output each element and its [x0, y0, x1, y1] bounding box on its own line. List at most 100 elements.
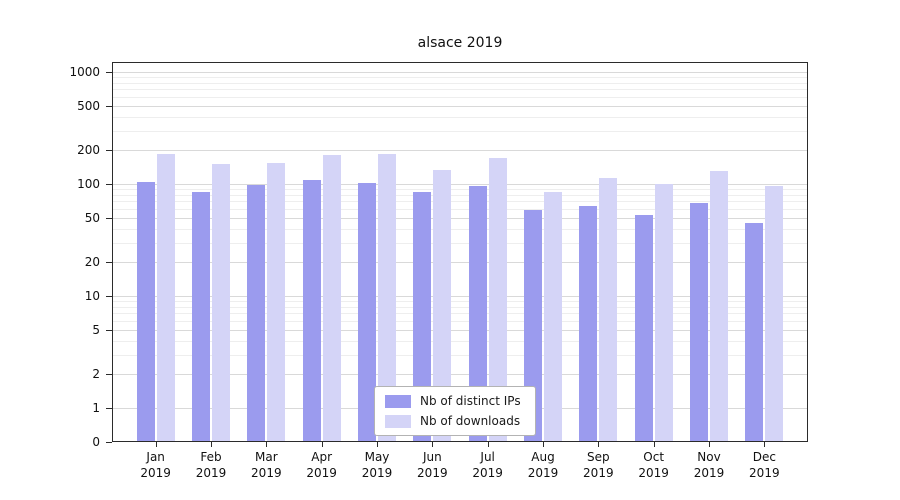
- x-tick-year: 2019: [693, 466, 725, 480]
- x-tick-label: Apr 2019: [290, 449, 354, 481]
- x-tick-label: Mar 2019: [234, 449, 298, 481]
- x-tick-year: 2019: [638, 466, 669, 480]
- x-tick-month: Sep: [587, 450, 610, 464]
- bar-distinct-ips: [413, 191, 432, 441]
- x-tick-month: Oct: [643, 450, 665, 464]
- x-tick-mark: [764, 442, 766, 447]
- bar-downloads: [544, 191, 562, 441]
- x-tick-label: Nov 2019: [677, 449, 741, 481]
- y-tick-label: 5: [92, 322, 100, 337]
- bar-distinct-ips: [745, 222, 764, 441]
- x-tick-label: Dec 2019: [732, 449, 796, 481]
- minor-gridline: [113, 301, 807, 303]
- bar-distinct-ips: [468, 185, 487, 441]
- y-tick-mark: [106, 442, 112, 443]
- legend-swatch-distinct-ips-icon: [385, 394, 411, 408]
- minor-gridline: [113, 340, 807, 342]
- x-tick-month: Jul: [480, 450, 495, 464]
- minor-gridline: [113, 354, 807, 356]
- legend-label-distinct-ips: Nb of distinct IPs: [420, 394, 521, 408]
- major-gridline: [113, 374, 807, 376]
- minor-gridline: [113, 242, 807, 244]
- minor-gridline: [113, 194, 807, 196]
- major-gridline: [113, 150, 807, 152]
- x-tick-month: Feb: [200, 450, 222, 464]
- x-tick-month: Aug: [531, 450, 555, 464]
- minor-gridline: [113, 208, 807, 210]
- x-tick-year: 2019: [251, 466, 282, 480]
- bar-distinct-ips: [634, 214, 653, 441]
- x-tick-month: May: [364, 450, 390, 464]
- x-tick-year: 2019: [472, 466, 503, 480]
- x-tick-label: Jun 2019: [400, 449, 464, 481]
- bar-downloads: [378, 154, 396, 441]
- y-tick-mark: [106, 184, 112, 185]
- x-tick-year: 2019: [195, 466, 227, 480]
- y-tick-mark: [106, 217, 112, 219]
- bar-downloads: [156, 154, 175, 441]
- x-tick-month: Jan: [146, 450, 165, 464]
- x-tick-month: Dec: [752, 450, 776, 464]
- legend-item-downloads: Nb of downloads: [385, 414, 521, 428]
- x-tick-label: Jan 2019: [124, 449, 188, 481]
- legend-item-distinct-ips: Nb of distinct IPs: [385, 394, 521, 408]
- x-tick-year: 2019: [361, 466, 393, 480]
- x-tick-mark: [155, 442, 157, 447]
- bar-downloads: [267, 163, 286, 441]
- y-tick-label: 20: [84, 255, 100, 270]
- y-tick-label: 0: [92, 435, 100, 449]
- x-tick-label: Aug 2019: [511, 449, 575, 481]
- major-gridline: [113, 262, 807, 264]
- y-tick-mark: [106, 105, 112, 107]
- major-gridline: [113, 184, 807, 185]
- minor-gridline: [113, 228, 807, 230]
- x-tick-mark: [377, 442, 378, 447]
- x-tick-label: Sep 2019: [566, 449, 630, 481]
- bar-downloads: [599, 178, 618, 441]
- minor-gridline: [113, 130, 807, 132]
- x-tick-month: Apr: [311, 450, 333, 464]
- x-tick-label: Jul 2019: [456, 449, 520, 481]
- y-tick-label: 500: [77, 98, 100, 113]
- major-gridline: [113, 296, 807, 297]
- legend-swatch-downloads-icon: [385, 414, 411, 428]
- bar-downloads: [710, 170, 728, 441]
- y-tick-mark: [106, 408, 112, 409]
- bar-distinct-ips: [192, 191, 210, 441]
- y-tick-label: 2: [92, 367, 100, 382]
- minor-gridline: [113, 320, 807, 322]
- y-tick-mark: [106, 374, 112, 376]
- y-tick-label: 200: [77, 143, 100, 158]
- y-tick-label: 10: [84, 289, 100, 303]
- x-tick-mark: [598, 442, 600, 447]
- minor-gridline: [113, 96, 807, 98]
- plot-area: [112, 62, 808, 442]
- bar-downloads: [765, 185, 784, 441]
- y-tick-mark: [106, 72, 112, 73]
- bar-distinct-ips: [302, 180, 321, 441]
- x-tick-mark: [653, 442, 655, 447]
- bar-distinct-ips: [358, 183, 376, 441]
- chart-title: alsace 2019: [417, 35, 503, 51]
- x-tick-year: 2019: [417, 466, 448, 480]
- bar-downloads: [212, 163, 230, 441]
- y-tick-label: 1: [92, 401, 100, 415]
- minor-gridline: [113, 201, 807, 203]
- minor-gridline: [113, 89, 807, 91]
- minor-gridline: [113, 306, 807, 308]
- x-tick-mark: [266, 442, 268, 447]
- x-tick-mark: [211, 442, 212, 447]
- minor-gridline: [113, 82, 807, 84]
- major-gridline: [113, 329, 807, 331]
- bar-distinct-ips: [524, 210, 542, 441]
- major-gridline: [113, 217, 807, 219]
- y-tick-mark: [106, 329, 112, 331]
- minor-gridline: [113, 313, 807, 315]
- x-tick-year: 2019: [583, 466, 614, 480]
- x-tick-mark: [321, 442, 323, 447]
- major-gridline: [113, 72, 807, 73]
- x-tick-year: 2019: [306, 466, 337, 480]
- bar-distinct-ips: [247, 185, 266, 441]
- y-tick-mark: [106, 150, 112, 152]
